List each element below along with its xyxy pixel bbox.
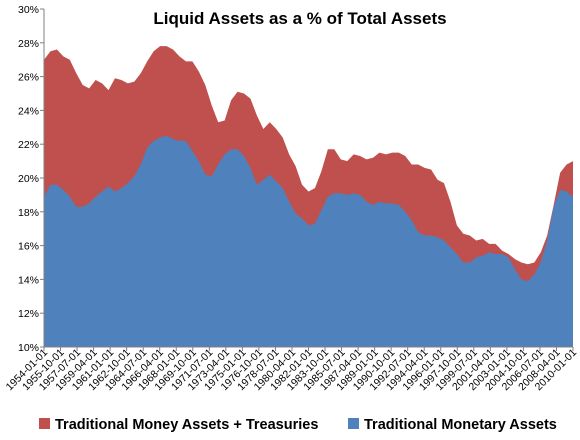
y-tick-label: 18%	[18, 207, 39, 219]
legend: Traditional Money Assets + Treasuries Tra…	[39, 417, 557, 433]
x-axis: 1954-01-011955-10-011957-07-011959-04-01…	[4, 346, 579, 393]
legend-item-monetary-assets: Traditional Monetary Assets	[348, 417, 557, 433]
legend-label: Traditional Monetary Assets	[364, 417, 557, 433]
y-tick-label: 12%	[18, 308, 39, 320]
y-tick-label: 22%	[18, 139, 39, 151]
y-tick-label: 26%	[18, 72, 39, 84]
y-tick-label: 10%	[18, 342, 39, 354]
y-tick-label: 20%	[18, 173, 39, 185]
plot-series-group	[44, 46, 573, 348]
legend-item-money-plus-treasuries: Traditional Money Assets + Treasuries	[39, 417, 318, 433]
y-tick-label: 28%	[18, 38, 39, 50]
y-tick-label: 24%	[18, 105, 39, 117]
legend-swatch	[39, 418, 50, 429]
y-tick-label: 14%	[18, 274, 39, 286]
legend-label: Traditional Money Assets + Treasuries	[55, 417, 318, 433]
chart-title: Liquid Assets as a % of Total Assets	[153, 9, 446, 28]
y-tick-label: 16%	[18, 241, 39, 253]
y-tick-label: 30%	[18, 4, 39, 16]
series-area-monetary-assets	[44, 135, 573, 347]
y-axis: 10% 12% 14% 16% 18% 20% 22% 24% 26% 28% 30%	[18, 4, 45, 354]
legend-swatch	[348, 418, 359, 429]
